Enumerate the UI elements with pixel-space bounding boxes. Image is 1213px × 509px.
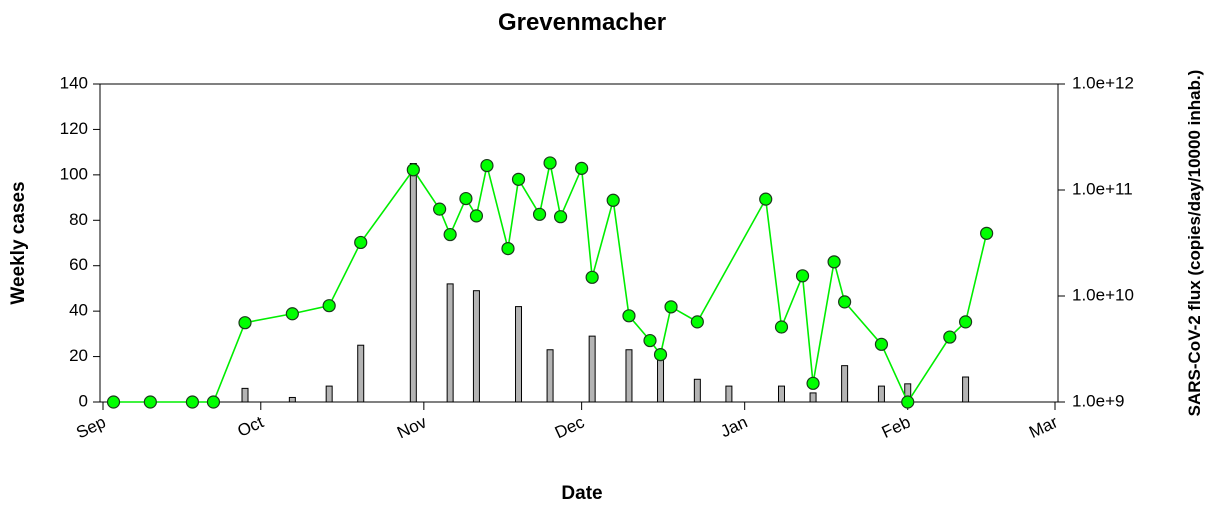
data-point <box>406 163 420 177</box>
data-point <box>459 191 473 206</box>
bar <box>515 306 523 403</box>
data-point <box>795 269 810 283</box>
data-point <box>480 158 494 173</box>
y-tick-label: 120 <box>60 119 88 138</box>
data-point <box>827 255 841 269</box>
y2-tick-label: 1.0e+9 <box>1072 391 1124 410</box>
data-point <box>511 172 526 186</box>
x-tick-label: Dec <box>552 412 588 442</box>
data-point <box>469 209 484 223</box>
x-tick-label: Nov <box>394 412 430 442</box>
x-tick-label: Oct <box>234 412 266 441</box>
data-point <box>690 315 704 329</box>
data-point <box>585 270 599 284</box>
bar <box>588 335 596 403</box>
data-point <box>653 348 668 362</box>
y2-axis-label: SARS-CoV-2 flux (copies/day/10000 inhab.… <box>1185 70 1204 417</box>
bar <box>877 385 885 403</box>
data-point <box>958 315 973 329</box>
bar <box>777 385 785 403</box>
data-point <box>143 395 157 409</box>
y-axis-label: Weekly cases <box>8 181 29 304</box>
y2-tick-label: 1.0e+10 <box>1072 285 1134 304</box>
data-point <box>553 210 568 224</box>
y-tick-label: 140 <box>60 73 88 92</box>
data-point <box>664 300 678 314</box>
bar <box>241 387 249 403</box>
bar <box>725 385 733 403</box>
data-point <box>759 192 773 206</box>
bar <box>357 344 365 403</box>
y-tick-label: 0 <box>79 391 88 410</box>
bar <box>546 349 554 403</box>
data-point <box>622 309 636 323</box>
x-tick-label: Jan <box>717 412 750 441</box>
bar <box>325 385 333 403</box>
data-point <box>443 227 457 242</box>
y2-tick-label: 1.0e+12 <box>1072 73 1134 92</box>
data-point <box>543 156 557 170</box>
data-point <box>943 330 957 344</box>
data-point <box>354 235 368 250</box>
data-point <box>322 299 336 313</box>
data-point <box>532 207 547 221</box>
data-point <box>206 395 221 409</box>
data-point <box>980 226 994 240</box>
data-point <box>575 161 589 175</box>
data-point <box>643 333 657 348</box>
y-tick-label: 100 <box>60 164 88 183</box>
data-point <box>901 395 915 409</box>
y-tick-label: 80 <box>69 210 88 229</box>
bar <box>962 376 970 403</box>
data-point <box>106 395 121 409</box>
data-point <box>874 337 889 351</box>
data-point <box>238 316 252 330</box>
data-point <box>774 320 789 334</box>
x-tick-label: Feb <box>879 412 914 442</box>
data-point <box>185 395 200 409</box>
data-line <box>113 162 988 404</box>
bar <box>288 396 296 403</box>
bar <box>693 378 701 403</box>
data-point <box>806 376 820 390</box>
data-point <box>838 295 852 309</box>
bar <box>841 365 849 403</box>
x-axis-label: Date <box>561 483 602 504</box>
chart-title: Grevenmacher <box>498 9 666 36</box>
bar <box>809 392 817 403</box>
y-tick-label: 20 <box>69 346 88 365</box>
y-tick-label: 60 <box>69 255 88 274</box>
y2-tick-label: 1.0e+11 <box>1072 179 1133 198</box>
data-point <box>433 202 447 216</box>
data-point <box>606 193 620 207</box>
x-tick-label: Sep <box>73 412 108 442</box>
bar <box>409 163 417 403</box>
bar <box>446 283 454 403</box>
data-point <box>285 307 299 321</box>
bar <box>472 290 480 403</box>
plot-frame <box>99 83 1059 403</box>
data-point <box>501 242 515 256</box>
x-tick-label: Mar <box>1026 412 1061 442</box>
y-tick-label: 40 <box>69 301 88 320</box>
bar <box>625 349 633 403</box>
